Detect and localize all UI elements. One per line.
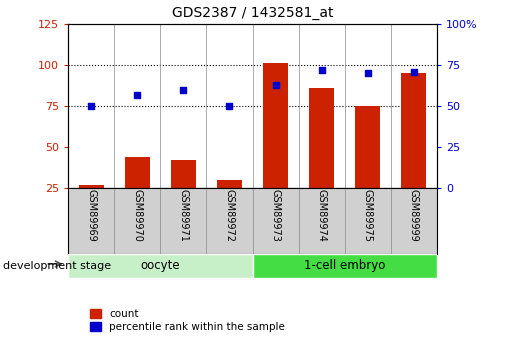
Point xyxy=(133,92,141,97)
Text: GSM89973: GSM89973 xyxy=(271,189,281,242)
Bar xyxy=(309,88,334,188)
Point xyxy=(272,82,280,88)
Bar xyxy=(171,160,196,188)
Text: development stage: development stage xyxy=(3,261,111,270)
Point xyxy=(410,69,418,75)
Point xyxy=(179,87,187,92)
Bar xyxy=(401,73,426,188)
Text: GSM89972: GSM89972 xyxy=(224,189,234,242)
Bar xyxy=(68,254,252,278)
Bar xyxy=(263,63,288,188)
Text: GSM89970: GSM89970 xyxy=(132,189,142,242)
Point xyxy=(364,71,372,76)
Text: oocyte: oocyte xyxy=(140,259,180,272)
Text: GSM89974: GSM89974 xyxy=(317,189,327,242)
Bar xyxy=(252,254,437,278)
Text: 1-cell embryo: 1-cell embryo xyxy=(304,259,385,272)
Text: GSM89971: GSM89971 xyxy=(178,189,188,242)
Bar xyxy=(125,157,150,188)
Text: GSM89969: GSM89969 xyxy=(86,189,96,242)
Title: GDS2387 / 1432581_at: GDS2387 / 1432581_at xyxy=(172,6,333,20)
Bar xyxy=(79,185,104,188)
Legend: count, percentile rank within the sample: count, percentile rank within the sample xyxy=(86,305,289,336)
Bar xyxy=(355,106,380,188)
Point xyxy=(318,67,326,73)
Point xyxy=(87,104,95,109)
Text: GSM89999: GSM89999 xyxy=(409,189,419,242)
Bar xyxy=(217,180,242,188)
Text: GSM89975: GSM89975 xyxy=(363,189,373,242)
Point xyxy=(225,104,233,109)
